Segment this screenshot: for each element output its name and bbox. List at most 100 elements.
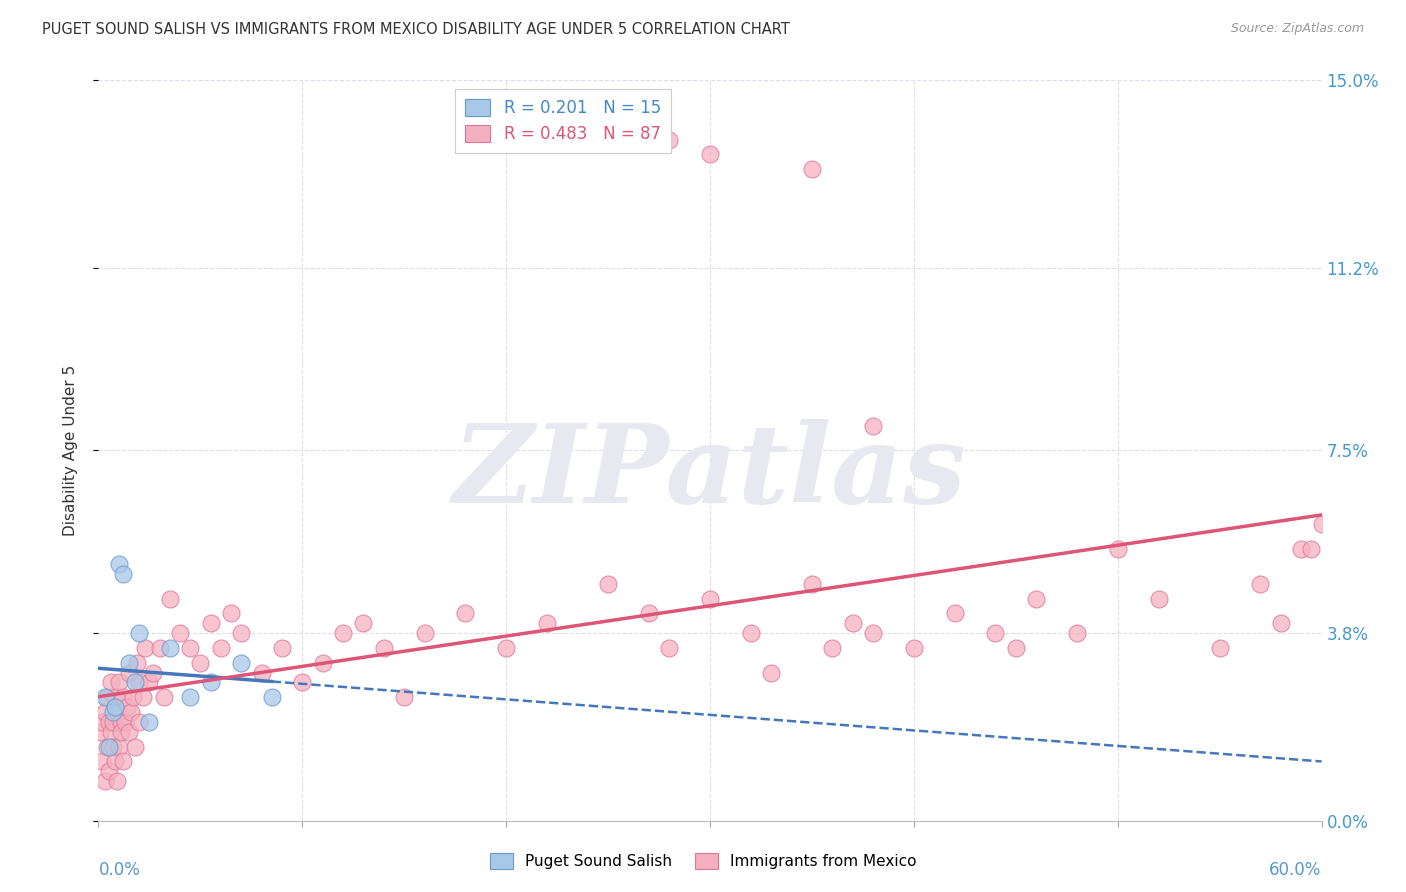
Point [128,626,150,640]
Point [96,690,118,705]
Point [536,616,558,631]
Point [91,755,114,769]
Point [114,714,136,729]
Point [231,656,253,670]
Legend: R = 0.201   N = 15, R = 0.483   N = 87: R = 0.201 N = 15, R = 0.483 N = 87 [456,88,671,153]
Point [1107,542,1129,557]
Point [105,705,128,719]
Point [100,724,122,739]
Point [128,675,150,690]
Point [209,640,232,655]
Point [413,626,436,640]
Point [801,576,824,591]
Point [373,640,395,655]
Point [260,690,283,705]
Text: ZIPatlas: ZIPatlas [453,419,967,526]
Point [943,607,966,621]
Point [332,626,354,640]
Point [658,640,681,655]
Point [759,665,782,680]
Point [862,626,884,640]
Point [96,739,118,754]
Point [115,700,138,714]
Point [101,705,124,719]
Point [250,665,273,680]
Point [801,162,824,177]
Point [1147,591,1170,606]
Point [111,566,134,581]
Point [1291,542,1313,557]
Point [179,690,201,705]
Point [1249,576,1271,591]
Text: Source: ZipAtlas.com: Source: ZipAtlas.com [1230,22,1364,36]
Point [118,665,141,680]
Point [291,675,314,690]
Point [392,690,416,705]
Point [200,616,222,631]
Point [108,557,131,571]
Point [128,714,150,729]
Point [100,675,122,690]
Point [638,607,661,621]
Point [179,640,201,655]
Text: 60.0%: 60.0% [1270,862,1322,880]
Point [105,774,128,789]
Point [841,616,863,631]
Point [91,714,114,729]
Point [104,700,127,714]
Point [1004,640,1026,655]
Point [200,675,222,690]
Point [699,591,721,606]
Point [104,755,127,769]
Point [699,147,721,161]
Point [127,656,149,670]
Point [1208,640,1232,655]
Point [97,739,120,754]
Point [740,626,762,640]
Point [134,640,156,655]
Point [110,714,132,729]
Point [231,626,253,640]
Point [97,764,120,779]
Point [118,656,141,670]
Point [124,675,146,690]
Point [138,675,160,690]
Point [108,675,131,690]
Point [862,418,884,433]
Point [1270,616,1292,631]
Point [111,755,134,769]
Point [104,690,127,705]
Point [984,626,1007,640]
Point [97,714,120,729]
Point [352,616,374,631]
Text: 0.0%: 0.0% [98,862,141,880]
Point [132,690,155,705]
Point [93,705,115,719]
Point [93,690,115,705]
Point [152,690,174,705]
Point [312,656,335,670]
Point [101,714,124,729]
Point [120,705,142,719]
Point [821,640,844,655]
Point [118,724,141,739]
Point [169,626,191,640]
Point [1310,517,1333,532]
Legend: Puget Sound Salish, Immigrants from Mexico: Puget Sound Salish, Immigrants from Mexi… [484,847,922,875]
Point [495,640,517,655]
Point [270,640,294,655]
Point [149,640,172,655]
Point [903,640,925,655]
Point [142,665,165,680]
Text: PUGET SOUND SALISH VS IMMIGRANTS FROM MEXICO DISABILITY AGE UNDER 5 CORRELATION : PUGET SOUND SALISH VS IMMIGRANTS FROM ME… [42,22,790,37]
Point [138,714,160,729]
Point [122,690,145,705]
Point [1066,626,1088,640]
Point [219,607,242,621]
Point [159,591,181,606]
Point [1025,591,1047,606]
Point [188,656,212,670]
Point [596,576,619,591]
Point [89,724,111,739]
Point [111,690,134,705]
